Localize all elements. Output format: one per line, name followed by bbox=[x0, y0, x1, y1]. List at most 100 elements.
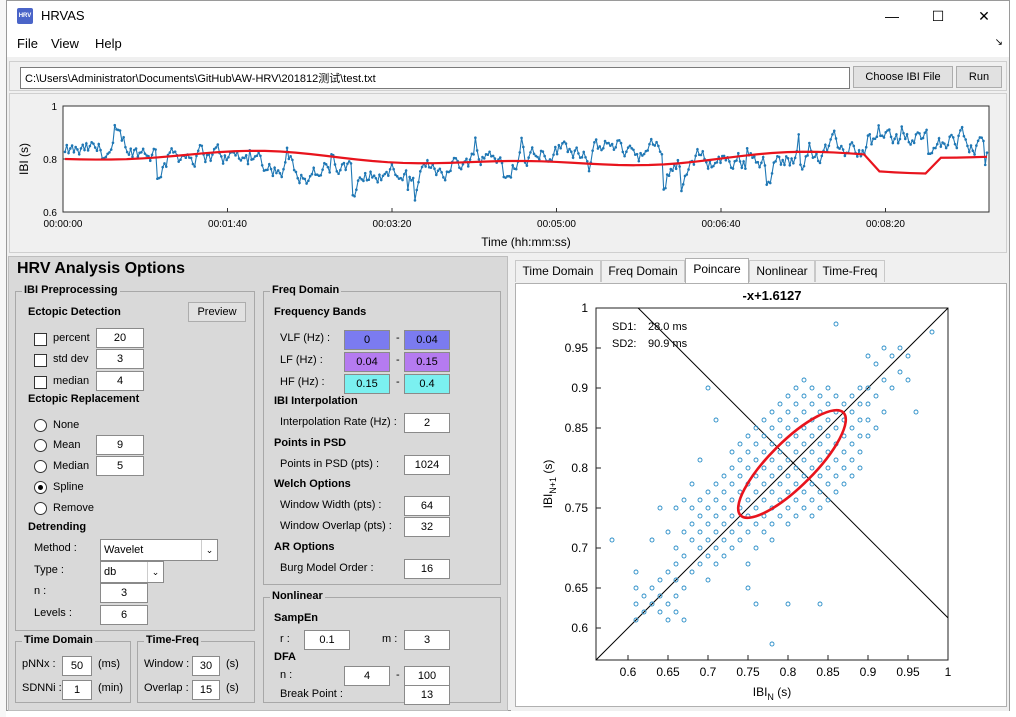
window-overlap-input[interactable]: 32 bbox=[404, 517, 450, 537]
ibi-signal-marker bbox=[957, 134, 960, 138]
window-width-input[interactable]: 64 bbox=[404, 496, 450, 516]
percent-checkbox[interactable] bbox=[34, 333, 47, 346]
ibi-signal-marker bbox=[466, 165, 470, 168]
sdnni-input[interactable]: 1 bbox=[62, 680, 92, 700]
burg-order-input[interactable]: 16 bbox=[404, 559, 450, 579]
ibi-signal-marker bbox=[225, 158, 228, 162]
poincare-point bbox=[689, 569, 695, 575]
type-select[interactable]: db ⌄ bbox=[100, 561, 164, 583]
ibi-signal-marker bbox=[561, 142, 564, 145]
poincare-point bbox=[761, 529, 767, 535]
close-button[interactable]: ✕ bbox=[961, 1, 1007, 31]
ibi-signal-marker bbox=[392, 167, 395, 171]
hf-low-input[interactable]: 0.15 bbox=[344, 374, 390, 394]
percent-input[interactable]: 20 bbox=[96, 328, 144, 348]
poincare-point bbox=[649, 585, 655, 591]
poincare-point bbox=[865, 401, 871, 407]
method-select[interactable]: Wavelet ⌄ bbox=[100, 539, 218, 561]
remove-radio[interactable] bbox=[34, 502, 47, 515]
n-input[interactable]: 3 bbox=[100, 583, 148, 603]
ibi-signal-marker bbox=[600, 148, 603, 152]
poincare-point bbox=[649, 537, 655, 543]
ibi-signal-marker bbox=[552, 153, 555, 157]
window-input[interactable]: 30 bbox=[192, 656, 220, 676]
ibi-signal-marker bbox=[468, 158, 472, 161]
ibi-signal-marker bbox=[736, 151, 740, 155]
ibi-signal-marker bbox=[211, 153, 214, 156]
overlap-input[interactable]: 15 bbox=[192, 680, 220, 700]
resize-grip-icon[interactable]: ↘ bbox=[994, 37, 1003, 48]
pnnx-input[interactable]: 50 bbox=[62, 656, 92, 676]
ibi-signal-marker bbox=[438, 167, 442, 171]
ibi-signal-marker bbox=[868, 133, 872, 136]
poincare-point bbox=[729, 465, 735, 471]
poincare-point bbox=[689, 505, 695, 511]
break-point-input[interactable]: 13 bbox=[404, 685, 450, 705]
r-input[interactable]: 0.1 bbox=[304, 630, 350, 650]
ibi-signal-marker bbox=[763, 164, 767, 167]
std-dev-input[interactable]: 3 bbox=[96, 349, 144, 369]
tab-time-domain[interactable]: Time Domain bbox=[515, 260, 601, 282]
ibi-signal-marker bbox=[667, 174, 671, 178]
menu-file[interactable]: File bbox=[17, 36, 38, 51]
ibi-signal-marker bbox=[630, 147, 634, 150]
poincare-point bbox=[665, 601, 671, 607]
ibi-signal-marker bbox=[291, 158, 294, 162]
ibi-signal-marker bbox=[543, 154, 546, 158]
points-in-psd-input[interactable]: 1024 bbox=[404, 455, 450, 475]
vlf-high-input[interactable]: 0.04 bbox=[404, 330, 450, 350]
dfa-n-low-input[interactable]: 4 bbox=[344, 666, 390, 686]
maximize-button[interactable]: ☐ bbox=[915, 1, 961, 31]
poincare-point bbox=[705, 553, 711, 559]
ibi-signal-marker bbox=[687, 168, 690, 171]
tab-freq-domain[interactable]: Freq Domain bbox=[601, 260, 685, 282]
mean-radio[interactable] bbox=[34, 439, 47, 452]
ibi-signal-marker bbox=[532, 152, 536, 156]
file-path-input[interactable] bbox=[20, 67, 850, 89]
poincare-point bbox=[769, 537, 775, 543]
poincare-point bbox=[833, 321, 839, 327]
run-button[interactable]: Run bbox=[956, 66, 1002, 88]
lf-low-input[interactable]: 0.04 bbox=[344, 352, 390, 372]
tab-nonlinear[interactable]: Nonlinear bbox=[749, 260, 815, 282]
tab-poincare[interactable]: Poincare bbox=[685, 258, 749, 283]
ibi-signal-marker bbox=[347, 160, 351, 163]
choose-ibi-button[interactable]: Choose IBI File bbox=[853, 66, 953, 88]
median-input[interactable]: 4 bbox=[96, 371, 144, 391]
hf-high-input[interactable]: 0.4 bbox=[404, 374, 450, 394]
ibi-signal-marker bbox=[895, 133, 898, 136]
preview-button[interactable]: Preview bbox=[188, 302, 246, 322]
median-checkbox[interactable] bbox=[34, 376, 47, 389]
ibi-signal-marker bbox=[518, 151, 522, 154]
mean-input[interactable]: 9 bbox=[96, 435, 144, 455]
dfa-n-high-input[interactable]: 100 bbox=[404, 666, 450, 686]
ibi-signal-marker bbox=[168, 151, 172, 154]
vlf-low-input[interactable]: 0 bbox=[344, 330, 390, 350]
ibi-signal-marker bbox=[344, 168, 347, 172]
ibi-signal-marker bbox=[339, 168, 342, 172]
lf-high-input[interactable]: 0.15 bbox=[404, 352, 450, 372]
ibi-signal-marker bbox=[610, 142, 614, 146]
poincare-point bbox=[753, 545, 759, 551]
spline-radio[interactable] bbox=[34, 481, 47, 494]
ibi-signal-marker bbox=[925, 128, 928, 132]
ibi-signal-marker bbox=[959, 129, 962, 132]
levels-input[interactable]: 6 bbox=[100, 605, 148, 625]
ibi-signal-marker bbox=[683, 174, 687, 178]
m-input[interactable]: 3 bbox=[404, 630, 450, 650]
median-replace-radio[interactable] bbox=[34, 460, 47, 473]
ibi-signal-marker bbox=[111, 141, 115, 145]
menu-view[interactable]: View bbox=[51, 36, 79, 51]
poincare-point bbox=[721, 505, 727, 511]
poincare-point bbox=[793, 513, 799, 519]
freq-domain-group: Freq Domain Frequency Bands VLF (Hz) : 0… bbox=[263, 284, 501, 585]
none-radio[interactable] bbox=[34, 419, 47, 432]
poincare-point bbox=[785, 393, 791, 399]
menu-help[interactable]: Help bbox=[95, 36, 122, 51]
std-dev-checkbox[interactable] bbox=[34, 354, 47, 367]
minimize-button[interactable]: — bbox=[869, 1, 915, 31]
median-replace-input[interactable]: 5 bbox=[96, 456, 144, 476]
ibi-signal-marker bbox=[918, 132, 921, 135]
tab-time-freq[interactable]: Time-Freq bbox=[815, 260, 885, 282]
interpolation-rate-input[interactable]: 2 bbox=[404, 413, 450, 433]
